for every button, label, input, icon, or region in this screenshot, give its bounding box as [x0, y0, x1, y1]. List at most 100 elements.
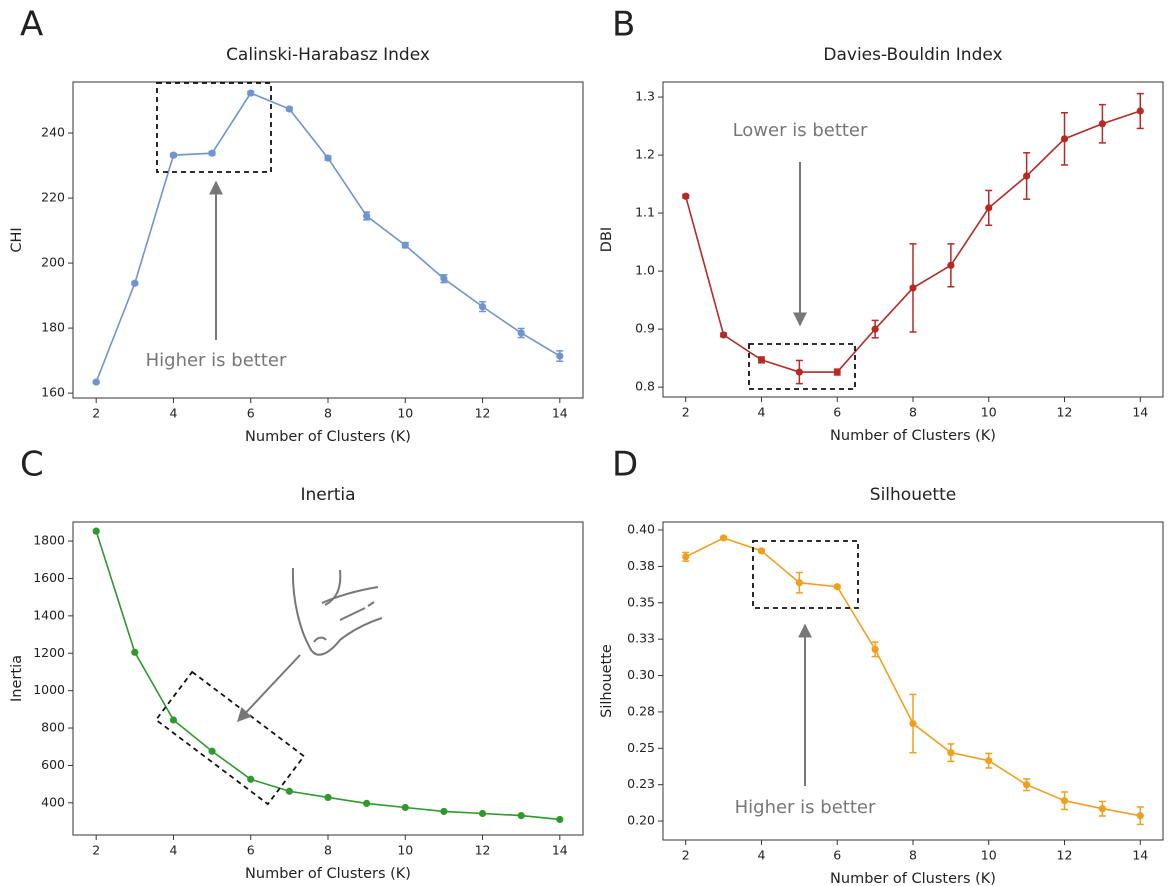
x-tick-label: 10: [981, 405, 997, 420]
data-point: [682, 192, 690, 200]
x-tick-label: 6: [247, 843, 255, 858]
y-tick-label: 0.28: [627, 703, 655, 718]
y-axis-label: Inertia: [9, 655, 25, 702]
data-point: [556, 352, 564, 360]
data-point: [92, 378, 100, 386]
data-point: [478, 303, 487, 311]
y-tick-label: 0.9: [635, 321, 655, 336]
data-point: [757, 547, 766, 555]
y-tick-label: 0.23: [627, 776, 655, 791]
x-tick-label: 12: [475, 843, 491, 858]
x-tick-label: 14: [1132, 848, 1148, 863]
data-point: [247, 775, 255, 783]
x-tick-label: 10: [397, 406, 413, 421]
y-tick-label: 0.30: [627, 667, 655, 682]
elbow-icon: [291, 567, 383, 656]
y-tick-label: 1.1: [635, 205, 655, 220]
data-point: [440, 275, 448, 283]
y-tick-label: 600: [41, 757, 65, 772]
x-tick-label: 8: [909, 405, 917, 420]
data-point: [1136, 812, 1144, 820]
data-point: [720, 534, 728, 542]
data-line: [95, 92, 561, 383]
data-point: [285, 787, 293, 795]
y-axis-label: CHI: [9, 227, 25, 252]
data-point: [363, 799, 371, 808]
data-point: [1060, 135, 1069, 143]
x-tick-label: 6: [833, 405, 841, 420]
data-point: [401, 241, 409, 249]
y-tick-label: 400: [41, 794, 65, 809]
x-tick-label: 10: [981, 848, 997, 863]
y-tick-label: 0.8: [635, 379, 655, 394]
data-point: [131, 279, 139, 287]
y-tick-label: 1600: [33, 570, 65, 585]
data-line: [684, 110, 1141, 373]
panel: D Silhouette Number of Clusters (K) Silhoue…: [599, 445, 1164, 886]
data-point: [169, 716, 178, 724]
annotations: Higher is better Lower is better Higher …: [146, 82, 876, 818]
x-axis-label: Number of Clusters (K): [245, 866, 411, 882]
y-tick-label: 0.38: [627, 558, 655, 573]
y-tick-label: 0.35: [627, 594, 655, 609]
data-point: [1060, 797, 1069, 805]
data-line: [685, 537, 1141, 817]
x-tick-label: 12: [1057, 848, 1073, 863]
data-point: [208, 149, 216, 157]
x-tick-label: 10: [397, 843, 413, 858]
annotation: Higher is better: [735, 797, 876, 818]
x-tick-label: 14: [1132, 405, 1148, 420]
data-point: [556, 815, 564, 824]
data-point: [440, 807, 448, 816]
x-tick-label: 8: [324, 843, 332, 858]
x-tick-label: 12: [1057, 405, 1073, 420]
data-point: [947, 749, 955, 757]
y-axis-label: DBI: [599, 227, 615, 252]
data-point: [517, 329, 525, 337]
y-tick-label: 1400: [33, 607, 65, 622]
data-point: [285, 105, 293, 113]
data-point: [1136, 107, 1144, 115]
panel-letter: C: [20, 445, 44, 485]
highlight-box: [752, 540, 859, 609]
data-point: [909, 719, 917, 728]
data-point: [720, 331, 728, 339]
data-point: [871, 325, 879, 333]
y-tick-label: 1200: [33, 645, 65, 660]
x-tick-label: 6: [247, 406, 255, 421]
data-point: [208, 747, 216, 755]
highlight-box: [748, 343, 856, 390]
data-point: [947, 261, 955, 269]
x-tick-label: 4: [169, 406, 177, 421]
data-point: [1098, 805, 1106, 813]
data-point: [833, 583, 841, 591]
plot-frame: [662, 521, 1164, 841]
y-tick-label: 240: [41, 125, 65, 140]
x-tick-label: 8: [909, 848, 917, 863]
data-point: [131, 648, 139, 656]
y-tick-label: 0.40: [627, 522, 655, 537]
chart-title: Silhouette: [870, 485, 956, 505]
x-axis-label: Number of Clusters (K): [830, 428, 996, 444]
y-tick-label: 1800: [33, 533, 65, 548]
x-tick-label: 2: [92, 406, 100, 421]
panel: A Calinski-Harabasz Index Number of Cluste…: [9, 5, 584, 445]
data-point: [1023, 172, 1031, 180]
x-tick-label: 2: [682, 848, 690, 863]
data-point: [401, 803, 409, 812]
y-tick-label: 220: [41, 190, 65, 205]
data-point: [324, 793, 332, 802]
y-tick-label: 0.33: [627, 631, 655, 646]
y-tick-label: 1.0: [635, 263, 655, 278]
panel-letter: B: [612, 5, 635, 45]
data-point: [795, 579, 803, 587]
data-point: [1098, 120, 1106, 128]
x-tick-label: 6: [833, 848, 841, 863]
x-tick-label: 8: [324, 406, 332, 421]
data-point: [682, 553, 690, 561]
panel: C Inertia Number of Clusters (K) Inertia 2 4 6…: [9, 445, 584, 882]
arrow: [237, 654, 301, 723]
y-tick-label: 800: [41, 720, 65, 735]
highlight-box: [154, 670, 306, 806]
panel-letter: A: [20, 5, 43, 45]
